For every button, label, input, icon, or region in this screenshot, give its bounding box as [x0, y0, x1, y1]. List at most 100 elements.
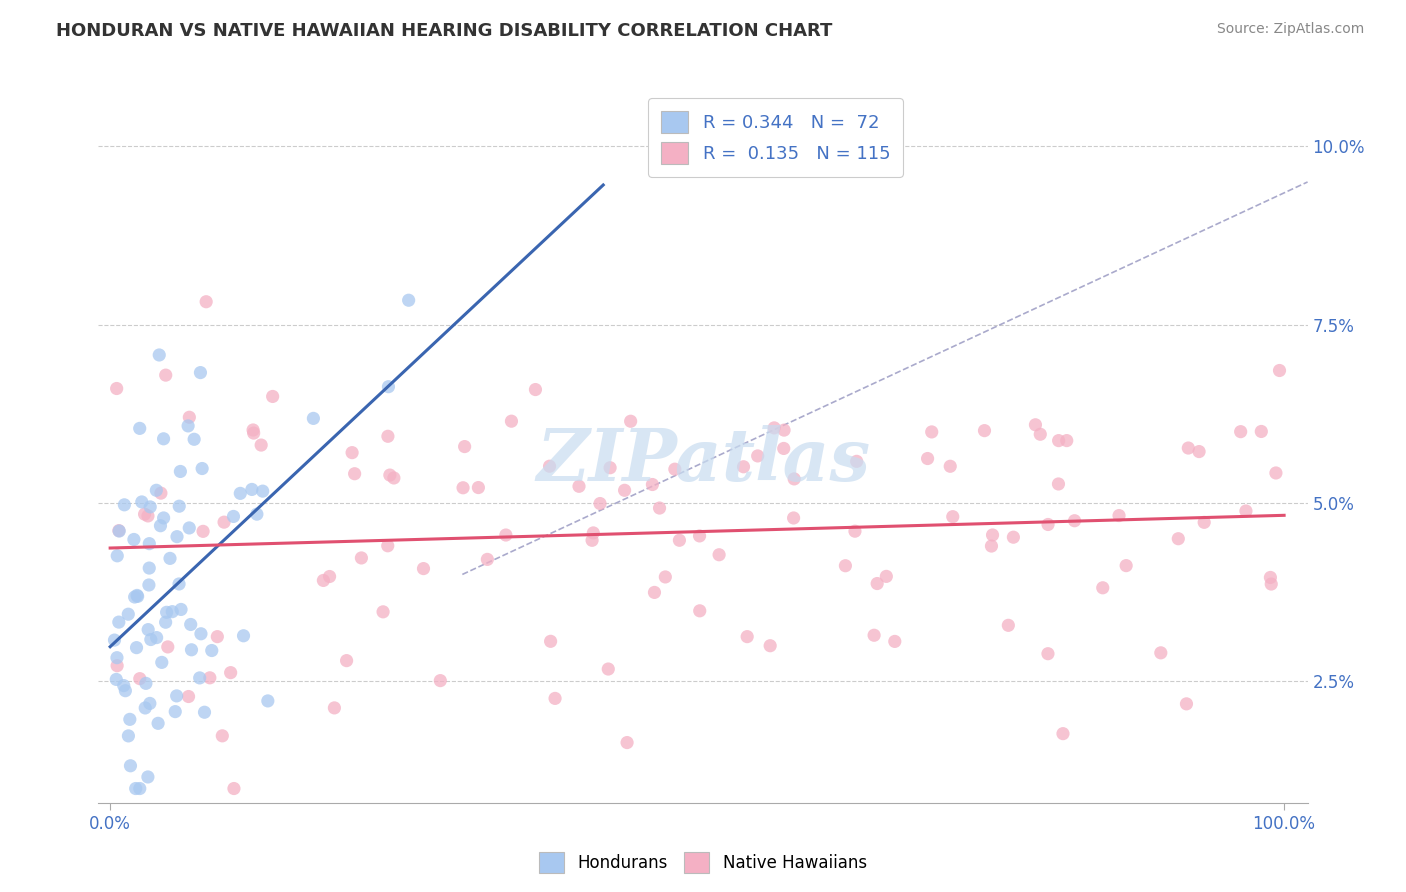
- Point: [246, 507, 269, 521]
- Point: [180, 642, 202, 657]
- Point: [169, 465, 191, 479]
- Point: [105, 650, 128, 665]
- Point: [1260, 577, 1282, 591]
- Point: [377, 539, 399, 553]
- Point: [568, 479, 591, 493]
- Point: [973, 424, 995, 438]
- Point: [1250, 425, 1272, 439]
- Point: [122, 533, 145, 547]
- Point: [103, 633, 125, 648]
- Point: [844, 524, 866, 539]
- Point: [105, 549, 128, 563]
- Point: [616, 735, 638, 749]
- Point: [262, 389, 284, 403]
- Point: [131, 495, 153, 509]
- Point: [834, 558, 856, 573]
- Point: [544, 691, 567, 706]
- Point: [641, 477, 664, 491]
- Point: [350, 551, 373, 566]
- Point: [377, 429, 399, 443]
- Point: [118, 712, 141, 726]
- Point: [117, 607, 139, 622]
- Point: [654, 570, 676, 584]
- Point: [240, 483, 263, 497]
- Point: [453, 440, 475, 454]
- Point: [866, 576, 889, 591]
- Point: [1175, 697, 1198, 711]
- Point: [1234, 504, 1257, 518]
- Point: [108, 615, 131, 629]
- Point: [180, 617, 202, 632]
- Point: [166, 689, 188, 703]
- Point: [939, 459, 962, 474]
- Point: [997, 618, 1019, 632]
- Point: [232, 629, 254, 643]
- Point: [150, 656, 173, 670]
- Point: [201, 643, 224, 657]
- Point: [188, 671, 211, 685]
- Point: [1108, 508, 1130, 523]
- Point: [371, 605, 394, 619]
- Point: [125, 781, 148, 796]
- Point: [105, 658, 128, 673]
- Point: [105, 673, 128, 687]
- Point: [138, 536, 160, 550]
- Point: [917, 451, 939, 466]
- Point: [1229, 425, 1251, 439]
- Point: [1002, 530, 1025, 544]
- Point: [167, 577, 190, 591]
- Point: [599, 460, 621, 475]
- Point: [336, 654, 359, 668]
- Point: [1150, 646, 1173, 660]
- Point: [1260, 570, 1282, 584]
- Point: [138, 561, 160, 575]
- Point: [382, 471, 405, 485]
- Text: ZIPatlas: ZIPatlas: [536, 425, 870, 496]
- Point: [139, 500, 162, 514]
- Point: [1052, 726, 1074, 740]
- Point: [581, 533, 603, 548]
- Point: [1036, 517, 1059, 532]
- Point: [323, 701, 346, 715]
- Point: [340, 445, 363, 459]
- Point: [863, 628, 886, 642]
- Point: [1036, 647, 1059, 661]
- Point: [165, 705, 187, 719]
- Point: [378, 468, 401, 483]
- Point: [845, 454, 868, 468]
- Point: [1024, 417, 1046, 432]
- Point: [242, 423, 264, 437]
- Point: [134, 701, 156, 715]
- Point: [212, 515, 235, 529]
- Point: [128, 672, 150, 686]
- Point: [229, 486, 252, 500]
- Point: [875, 569, 897, 583]
- Point: [312, 574, 335, 588]
- Point: [198, 671, 221, 685]
- Point: [145, 483, 167, 498]
- Point: [125, 589, 148, 603]
- Point: [138, 578, 160, 592]
- Point: [763, 421, 786, 435]
- Point: [620, 414, 643, 428]
- Point: [1177, 441, 1199, 455]
- Point: [668, 533, 690, 548]
- Point: [128, 781, 150, 796]
- Point: [108, 524, 131, 538]
- Point: [524, 383, 547, 397]
- Point: [735, 630, 758, 644]
- Text: HONDURAN VS NATIVE HAWAIIAN HEARING DISABILITY CORRELATION CHART: HONDURAN VS NATIVE HAWAIIAN HEARING DISA…: [56, 22, 832, 40]
- Point: [598, 662, 620, 676]
- Point: [108, 524, 131, 538]
- Point: [134, 507, 156, 521]
- Point: [152, 432, 174, 446]
- Point: [501, 414, 523, 428]
- Point: [942, 509, 965, 524]
- Point: [689, 529, 711, 543]
- Point: [759, 639, 782, 653]
- Point: [222, 509, 245, 524]
- Point: [105, 382, 128, 396]
- Point: [613, 483, 636, 498]
- Point: [377, 380, 399, 394]
- Point: [783, 472, 806, 486]
